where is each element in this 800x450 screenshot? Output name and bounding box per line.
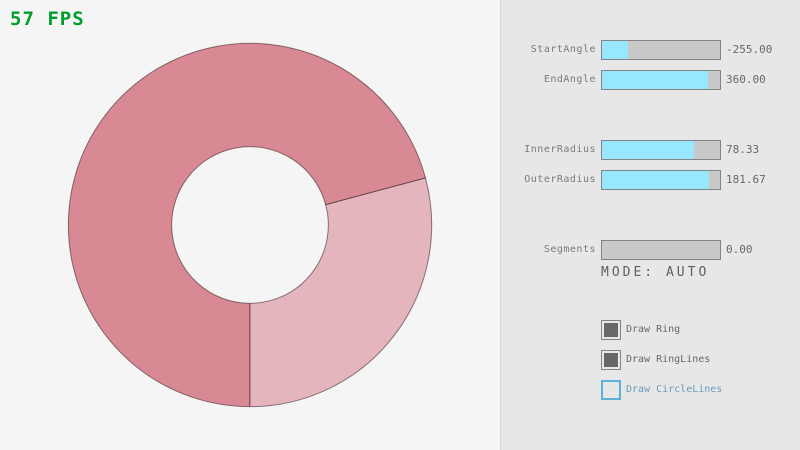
draw-circlelines-checkbox[interactable]	[601, 380, 621, 400]
control-panel: StartAngle -255.00 EndAngle 360.00 Inner…	[500, 0, 800, 450]
mode-label: MODE: AUTO	[601, 265, 710, 280]
startangle-value: -255.00	[726, 43, 773, 56]
startangle-slider[interactable]	[601, 40, 721, 60]
segments-value: 0.00	[726, 243, 753, 256]
ring-chart	[67, 42, 433, 408]
startangle-slider-fill	[602, 41, 628, 59]
endangle-label: EndAngle	[543, 74, 596, 85]
endangle-slider[interactable]	[601, 70, 721, 90]
segments-label: Segments	[543, 244, 596, 255]
endangle-slider-fill	[602, 71, 709, 89]
segments-slider[interactable]	[601, 240, 721, 260]
startangle-label: StartAngle	[530, 44, 596, 55]
draw-ringlines-checkbox[interactable]	[601, 350, 621, 370]
innerradius-slider-fill	[602, 141, 695, 159]
ring-sector-overlap	[67, 42, 427, 408]
ring-sector-single	[249, 177, 433, 408]
innerradius-slider[interactable]	[601, 140, 721, 160]
innerradius-value: 78.33	[726, 143, 760, 156]
draw-circlelines-label: Draw CircleLines	[626, 384, 723, 395]
draw-ring-checkbox[interactable]	[601, 320, 621, 340]
draw-ring-label: Draw Ring	[626, 324, 681, 335]
endangle-value: 360.00	[726, 73, 766, 86]
outerradius-slider[interactable]	[601, 170, 721, 190]
outerradius-label: OuterRadius	[524, 174, 596, 185]
outerradius-slider-fill	[602, 171, 710, 189]
draw-ringlines-label: Draw RingLines	[626, 354, 711, 365]
outerradius-value: 181.67	[726, 173, 766, 186]
fps-counter: 57 FPS	[10, 8, 85, 30]
innerradius-label: InnerRadius	[524, 144, 596, 155]
